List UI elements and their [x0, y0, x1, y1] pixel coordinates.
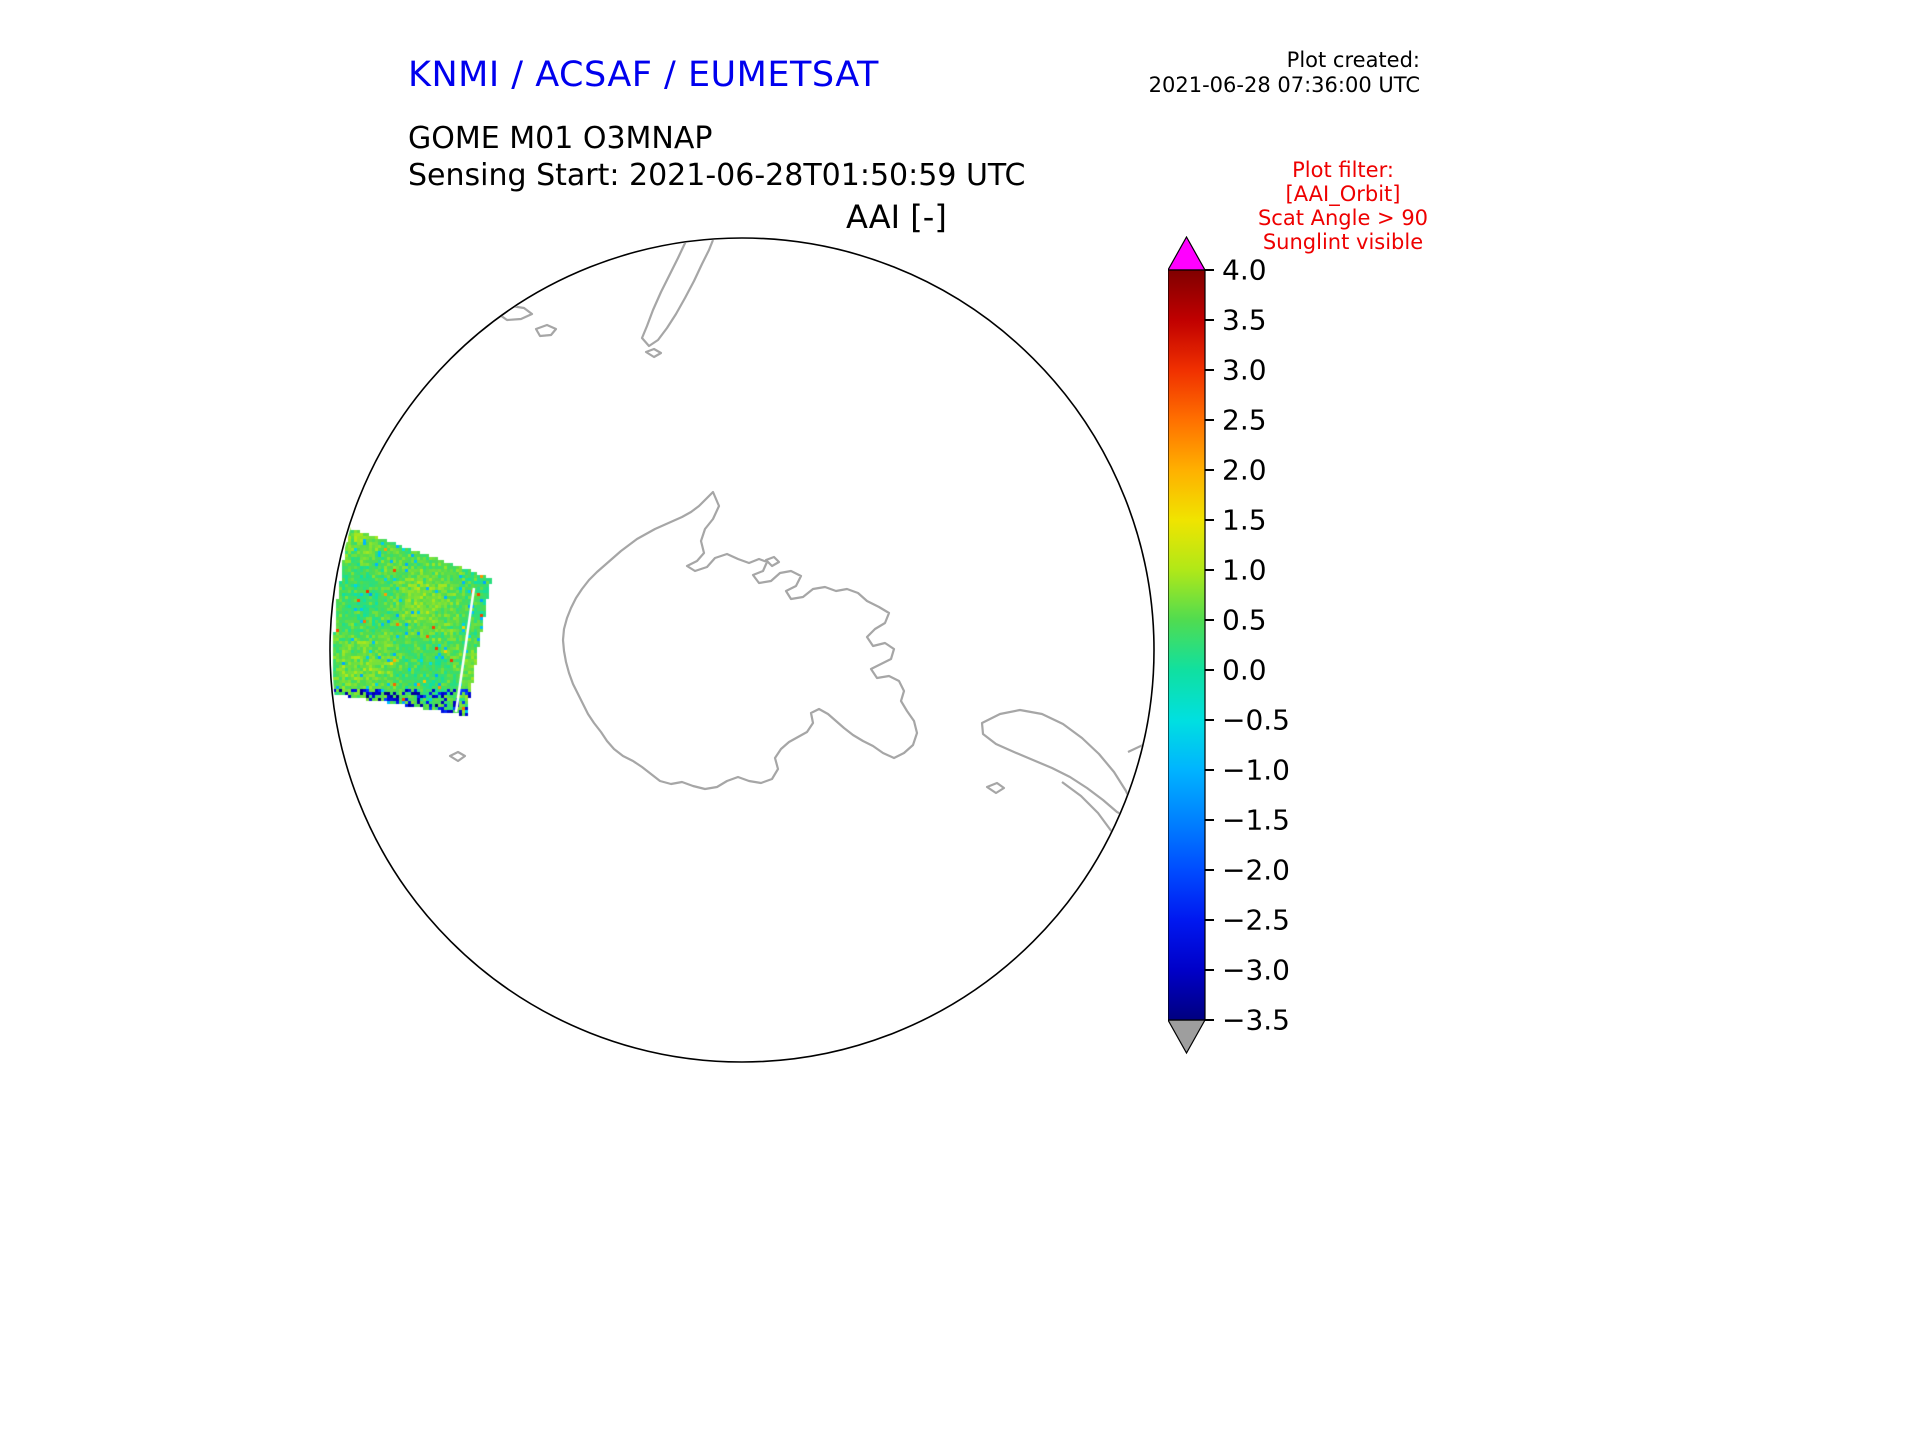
colorbar-tick-label: 2.0: [1222, 454, 1267, 487]
colorbar-tick-label: 0.0: [1222, 654, 1267, 687]
colorbar-tick-label: −2.0: [1222, 854, 1290, 887]
coastline-path: [495, 304, 534, 322]
coastline-path: [640, 239, 715, 348]
colorbar-tick-label: −3.0: [1222, 954, 1290, 987]
coastline-path: [644, 347, 663, 359]
colorbar-under-arrow: [1168, 1019, 1207, 1055]
map-outline-circle: [329, 237, 1155, 1063]
colorbar-tick-label: 1.5: [1222, 504, 1267, 537]
coastline-path: [764, 555, 781, 568]
coastline-path: [561, 490, 919, 791]
coastline-path: [1061, 781, 1143, 870]
colorbar-tick-label: 1.0: [1222, 554, 1267, 587]
coastline-path: [980, 708, 1136, 820]
coastline-path: [985, 781, 1006, 795]
colorbar-tick-label: 0.5: [1222, 604, 1267, 637]
colorbar-tick-label: −0.5: [1222, 704, 1290, 737]
colorbar: 4.0 3.5 3.0 2.5 2.0 1.5 1.0 0.5 0.0 −0.5 −1.0 −1.5 −…: [1168, 236, 1290, 1055]
colorbar-tick-label: 4.0: [1222, 254, 1267, 287]
colorbar-tick-label: 3.5: [1222, 304, 1267, 337]
colorbar-tick-label: 3.0: [1222, 354, 1267, 387]
coastline-path: [448, 750, 467, 763]
colorbar-tick-label: −1.0: [1222, 754, 1290, 787]
colorbar-tick-label: 2.5: [1222, 404, 1267, 437]
coastline-path: [534, 323, 558, 338]
colorbar-tick-label: −2.5: [1222, 904, 1290, 937]
colorbar-tick-label: −1.5: [1222, 804, 1290, 837]
coastlines: [448, 239, 1153, 870]
colorbar-ticks: 4.0 3.5 3.0 2.5 2.0 1.5 1.0 0.5 0.0 −0.5 −1.0 −1.5 −…: [1205, 254, 1290, 1037]
colorbar-over-arrow: [1168, 236, 1207, 271]
colorbar-tick-label: −3.5: [1222, 1004, 1290, 1037]
colorbar-gradient: [1168, 269, 1206, 1021]
